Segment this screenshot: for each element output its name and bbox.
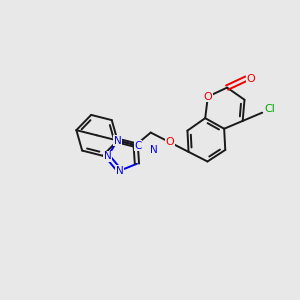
Text: O: O <box>246 74 255 84</box>
Text: O: O <box>203 92 212 102</box>
Text: N: N <box>104 152 112 161</box>
Text: N: N <box>116 166 123 176</box>
Text: Cl: Cl <box>265 104 275 114</box>
Text: N: N <box>150 145 158 154</box>
Text: C: C <box>134 141 142 151</box>
Text: O: O <box>165 137 174 147</box>
Text: N: N <box>114 136 122 146</box>
